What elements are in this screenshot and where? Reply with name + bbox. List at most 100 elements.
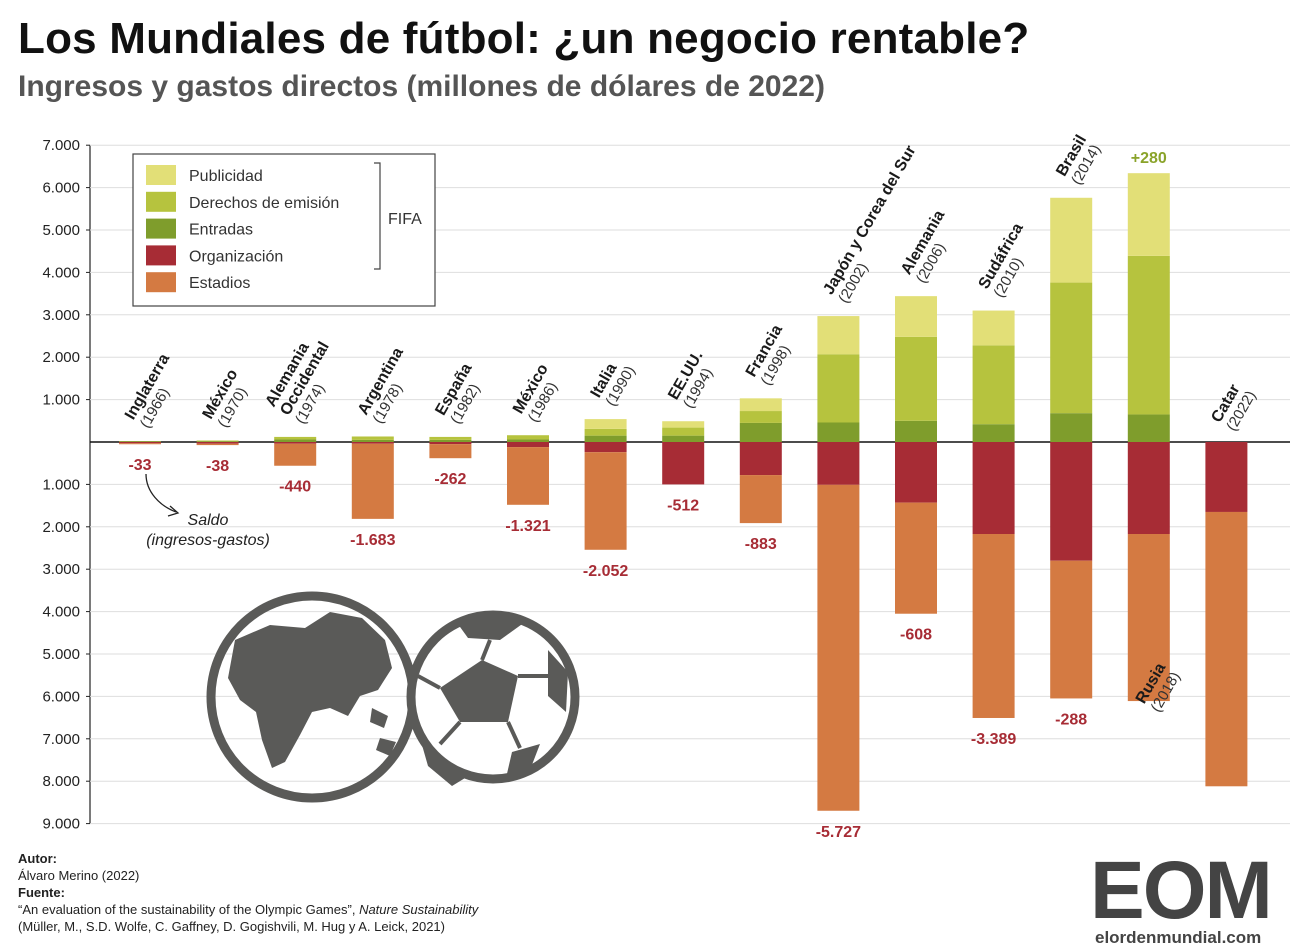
bar-estadios (119, 443, 161, 445)
category-label-group: Japón y Corea del Sur(2002) (820, 143, 919, 306)
bar-organizacion (119, 442, 161, 444)
legend-swatch-derechos (146, 191, 176, 212)
bar-organizacion (584, 442, 627, 453)
category-label-group: Italia(1990) (588, 360, 639, 409)
y-tick-label: 2.000 (42, 519, 80, 536)
bar-organizacion (972, 442, 1015, 535)
bar-derechos (584, 428, 627, 436)
bar-derechos (351, 436, 394, 440)
bar-organizacion (1205, 442, 1248, 512)
logo-letters: EOM (1090, 845, 1273, 936)
y-tick-label: 7.000 (42, 137, 80, 154)
y-tick-label: 3.000 (42, 307, 80, 324)
bar-estadios (1127, 534, 1170, 702)
y-tick-label: 4.000 (42, 264, 80, 281)
category-label-group: Brasil(2014) (1053, 132, 1104, 188)
category-label-group: Sudáfrica(2010) (976, 220, 1027, 300)
football-bottom-right-patch (506, 744, 540, 778)
bar-estadios (895, 502, 937, 614)
bar-entradas (429, 439, 472, 442)
saldo-label: -512 (667, 497, 699, 514)
saldo-label: -288 (1055, 711, 1087, 728)
bar-derechos (196, 440, 239, 442)
bar-derechos (817, 354, 860, 423)
y-tick-label: 8.000 (42, 773, 80, 790)
category-label-group: Catar(2022) (1208, 382, 1259, 434)
bar-publicidad (817, 316, 860, 355)
bar-organizacion (429, 442, 472, 445)
bar-estadios (1205, 511, 1248, 787)
source-journal: Nature Sustainability (359, 902, 479, 917)
bar-derechos (507, 435, 549, 440)
bar-entradas (507, 439, 549, 442)
bar-derechos (274, 436, 317, 440)
football-right-patch (548, 650, 568, 712)
saldo-label: -1.321 (505, 518, 550, 535)
legend-swatch-estadios (146, 272, 176, 293)
bar-entradas (662, 435, 705, 442)
saldo-label: -883 (745, 536, 777, 553)
legend-label: Organización (189, 248, 283, 265)
credits: Autor: Álvaro Merino (2022) Fuente: “An … (18, 850, 478, 935)
category-label-group: España(1982) (432, 361, 483, 427)
bar-organizacion (274, 442, 317, 444)
bar-estadios (274, 443, 317, 466)
bar-estadios (1050, 560, 1093, 699)
bar-publicidad (972, 310, 1015, 346)
bar-entradas (196, 441, 239, 442)
bar-entradas (895, 420, 937, 442)
bar-organizacion (662, 442, 705, 485)
bar-estadios (196, 443, 239, 446)
category-name: Japón y Corea del Sur (820, 143, 919, 298)
y-tick-label: 5.000 (42, 222, 80, 239)
y-tick-label: 6.000 (42, 688, 80, 705)
y-tick-label: 1.000 (42, 392, 80, 409)
logo-url: elordenmundial.com (1095, 928, 1262, 947)
football-top-patch (455, 612, 525, 640)
bar-entradas (1127, 414, 1170, 442)
bar-organizacion (1050, 442, 1093, 561)
bar-derechos (895, 336, 937, 421)
legend-bracket-label: FIFA (388, 211, 422, 228)
category-label-group: Francia(1998) (743, 322, 794, 388)
category-label-group: Inglaterra(1966) (122, 351, 173, 431)
football-seams (417, 639, 548, 749)
bar-estadios (739, 475, 782, 524)
bar-derechos (739, 411, 782, 423)
football-bottom-left-patch (420, 738, 470, 786)
bar-organizacion (507, 442, 549, 448)
source-quote: “An evaluation of the sustainability of … (18, 902, 356, 917)
author-label: Autor: (18, 851, 57, 866)
saldo-label: +280 (1131, 150, 1167, 167)
saldo-label: -440 (279, 479, 311, 496)
legend-label: Publicidad (189, 168, 263, 185)
saldo-label: -608 (900, 627, 932, 644)
y-tick-label: 1.000 (42, 476, 80, 493)
y-tick-label: 4.000 (42, 604, 80, 621)
bar-publicidad (584, 419, 627, 429)
brand-logo[interactable]: EOM elordenmundial.com (1090, 845, 1290, 948)
bar-derechos (1127, 255, 1170, 415)
saldo-label: -1.683 (350, 532, 395, 549)
bar-entradas (972, 424, 1015, 442)
saldo-label: -33 (128, 457, 151, 474)
annotation-text: (ingresos-gastos) (146, 532, 270, 549)
y-tick-label: 6.000 (42, 180, 80, 197)
bar-publicidad (895, 296, 937, 337)
y-tick-label: 3.000 (42, 561, 80, 578)
legend-label: Estadios (189, 275, 250, 292)
source-label: Fuente: (18, 885, 65, 900)
bar-publicidad (1127, 173, 1170, 256)
bar-organizacion (817, 442, 860, 485)
legend-swatch-publicidad (146, 165, 176, 185)
bar-estadios (817, 484, 860, 811)
bar-derechos (972, 345, 1015, 425)
bar-estadios (584, 452, 627, 550)
saldo-label: -3.389 (971, 731, 1016, 748)
bar-entradas (1050, 413, 1093, 442)
chart-title: Los Mundiales de fútbol: ¿un negocio ren… (18, 14, 1030, 63)
saldo-label: -2.052 (583, 563, 628, 580)
annotation-arrow (145, 473, 177, 513)
bar-derechos (662, 427, 705, 436)
